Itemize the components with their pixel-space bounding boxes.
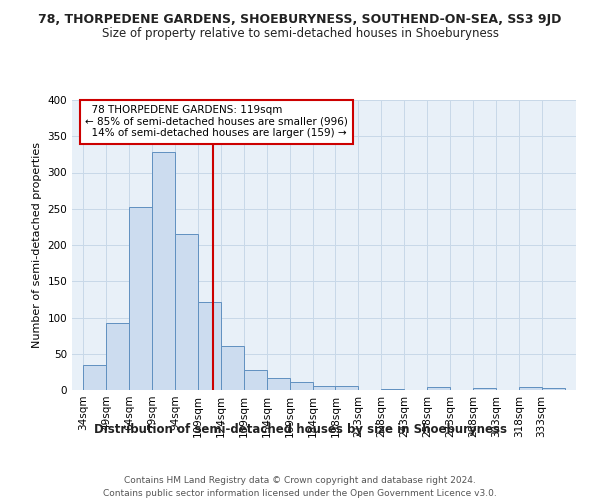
Bar [244, 370, 267, 390]
Bar [106, 324, 129, 390]
Text: Size of property relative to semi-detached houses in Shoeburyness: Size of property relative to semi-detach… [101, 28, 499, 40]
Bar [175, 234, 198, 390]
Bar [542, 388, 565, 390]
Bar [335, 386, 358, 390]
Bar [221, 346, 244, 390]
Text: 78 THORPEDENE GARDENS: 119sqm
← 85% of semi-detached houses are smaller (996)
  : 78 THORPEDENE GARDENS: 119sqm ← 85% of s… [85, 105, 348, 138]
Bar [519, 387, 542, 390]
Text: Contains HM Land Registry data © Crown copyright and database right 2024.
Contai: Contains HM Land Registry data © Crown c… [103, 476, 497, 498]
Text: Distribution of semi-detached houses by size in Shoeburyness: Distribution of semi-detached houses by … [94, 422, 506, 436]
Bar [427, 387, 450, 390]
Bar [129, 208, 152, 390]
Bar [152, 152, 175, 390]
Bar [83, 364, 106, 390]
Bar [198, 302, 221, 390]
Bar [473, 388, 496, 390]
Bar [290, 382, 313, 390]
Bar [313, 386, 335, 390]
Bar [267, 378, 290, 390]
Text: 78, THORPEDENE GARDENS, SHOEBURYNESS, SOUTHEND-ON-SEA, SS3 9JD: 78, THORPEDENE GARDENS, SHOEBURYNESS, SO… [38, 12, 562, 26]
Y-axis label: Number of semi-detached properties: Number of semi-detached properties [32, 142, 42, 348]
Bar [381, 388, 404, 390]
